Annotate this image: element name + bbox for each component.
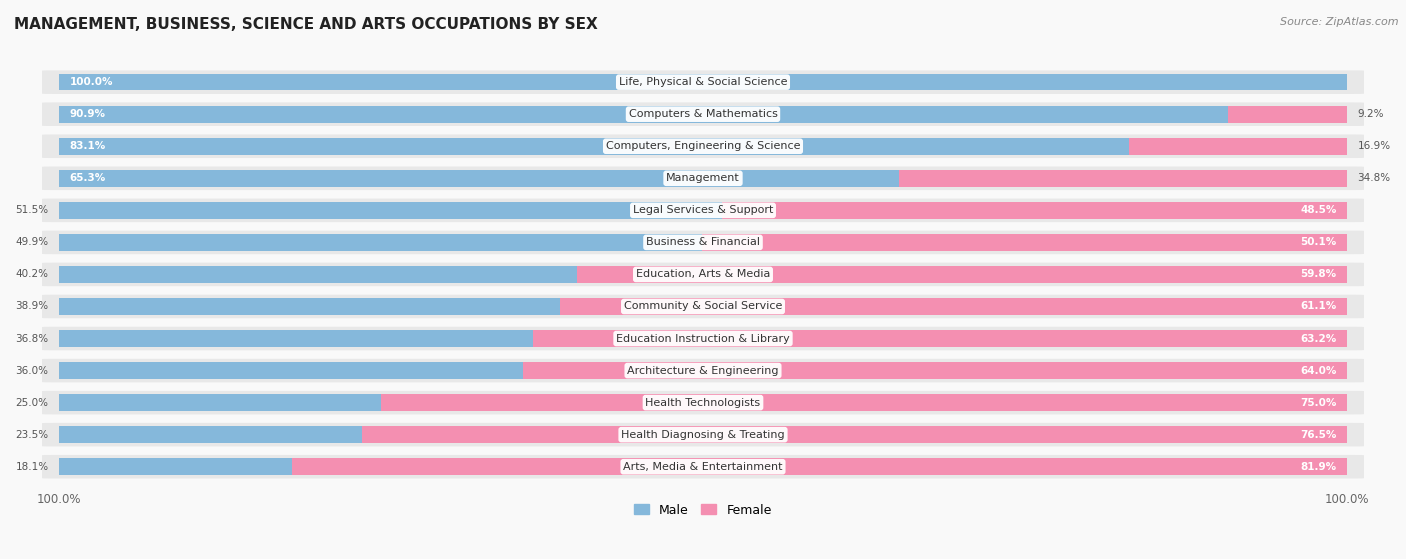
Bar: [523, 362, 1347, 379]
Text: 90.9%: 90.9%: [70, 109, 105, 119]
Text: Legal Services & Support: Legal Services & Support: [633, 205, 773, 215]
Text: Business & Financial: Business & Financial: [645, 238, 761, 248]
Text: Arts, Media & Entertainment: Arts, Media & Entertainment: [623, 462, 783, 472]
Text: 61.1%: 61.1%: [1301, 301, 1336, 311]
Text: 36.0%: 36.0%: [15, 366, 49, 376]
Text: Computers & Mathematics: Computers & Mathematics: [628, 109, 778, 119]
Text: Life, Physical & Social Science: Life, Physical & Social Science: [619, 77, 787, 87]
Bar: [381, 394, 1347, 411]
Bar: [898, 170, 1347, 187]
Text: 51.5%: 51.5%: [15, 205, 49, 215]
Bar: [59, 202, 723, 219]
Bar: [59, 298, 560, 315]
Bar: [576, 266, 1347, 283]
Text: Education, Arts & Media: Education, Arts & Media: [636, 269, 770, 280]
Bar: [702, 234, 1347, 251]
Text: 81.9%: 81.9%: [1301, 462, 1336, 472]
Text: 76.5%: 76.5%: [1301, 430, 1336, 440]
Text: 38.9%: 38.9%: [15, 301, 49, 311]
Bar: [292, 458, 1347, 475]
Text: Health Technologists: Health Technologists: [645, 397, 761, 408]
Bar: [59, 106, 1230, 122]
Text: Architecture & Engineering: Architecture & Engineering: [627, 366, 779, 376]
Text: 75.0%: 75.0%: [1301, 397, 1336, 408]
Bar: [59, 330, 533, 347]
Text: Source: ZipAtlas.com: Source: ZipAtlas.com: [1281, 17, 1399, 27]
Bar: [59, 458, 292, 475]
FancyBboxPatch shape: [42, 295, 1364, 318]
Text: 34.8%: 34.8%: [1357, 173, 1391, 183]
Text: 100.0%: 100.0%: [70, 77, 112, 87]
Text: Management: Management: [666, 173, 740, 183]
Text: 25.0%: 25.0%: [15, 397, 49, 408]
Text: 18.1%: 18.1%: [15, 462, 49, 472]
FancyBboxPatch shape: [42, 263, 1364, 286]
Bar: [59, 266, 576, 283]
FancyBboxPatch shape: [42, 135, 1364, 158]
FancyBboxPatch shape: [42, 391, 1364, 414]
Bar: [59, 138, 1129, 155]
Bar: [1129, 138, 1347, 155]
Text: 83.1%: 83.1%: [70, 141, 105, 151]
Bar: [533, 330, 1347, 347]
Text: Computers, Engineering & Science: Computers, Engineering & Science: [606, 141, 800, 151]
Text: 9.2%: 9.2%: [1357, 109, 1384, 119]
FancyBboxPatch shape: [42, 359, 1364, 382]
FancyBboxPatch shape: [42, 70, 1364, 94]
FancyBboxPatch shape: [42, 423, 1364, 447]
Text: Community & Social Service: Community & Social Service: [624, 301, 782, 311]
Text: 48.5%: 48.5%: [1301, 205, 1336, 215]
Text: 64.0%: 64.0%: [1301, 366, 1336, 376]
Bar: [361, 427, 1347, 443]
Text: Health Diagnosing & Treating: Health Diagnosing & Treating: [621, 430, 785, 440]
Bar: [59, 74, 1347, 91]
Legend: Male, Female: Male, Female: [630, 499, 776, 522]
FancyBboxPatch shape: [42, 231, 1364, 254]
Text: 23.5%: 23.5%: [15, 430, 49, 440]
Text: 65.3%: 65.3%: [70, 173, 105, 183]
FancyBboxPatch shape: [42, 455, 1364, 479]
Text: 49.9%: 49.9%: [15, 238, 49, 248]
Bar: [723, 202, 1347, 219]
FancyBboxPatch shape: [42, 198, 1364, 222]
Bar: [560, 298, 1347, 315]
FancyBboxPatch shape: [42, 327, 1364, 350]
Text: 40.2%: 40.2%: [15, 269, 49, 280]
Bar: [59, 394, 381, 411]
Text: Education Instruction & Library: Education Instruction & Library: [616, 334, 790, 344]
FancyBboxPatch shape: [42, 102, 1364, 126]
Text: 36.8%: 36.8%: [15, 334, 49, 344]
Bar: [59, 170, 900, 187]
Bar: [1229, 106, 1347, 122]
Bar: [59, 362, 523, 379]
Text: 50.1%: 50.1%: [1301, 238, 1336, 248]
Bar: [59, 234, 702, 251]
Bar: [59, 427, 361, 443]
Text: 63.2%: 63.2%: [1301, 334, 1336, 344]
Text: MANAGEMENT, BUSINESS, SCIENCE AND ARTS OCCUPATIONS BY SEX: MANAGEMENT, BUSINESS, SCIENCE AND ARTS O…: [14, 17, 598, 32]
FancyBboxPatch shape: [42, 167, 1364, 190]
Text: 59.8%: 59.8%: [1301, 269, 1336, 280]
Text: 16.9%: 16.9%: [1357, 141, 1391, 151]
